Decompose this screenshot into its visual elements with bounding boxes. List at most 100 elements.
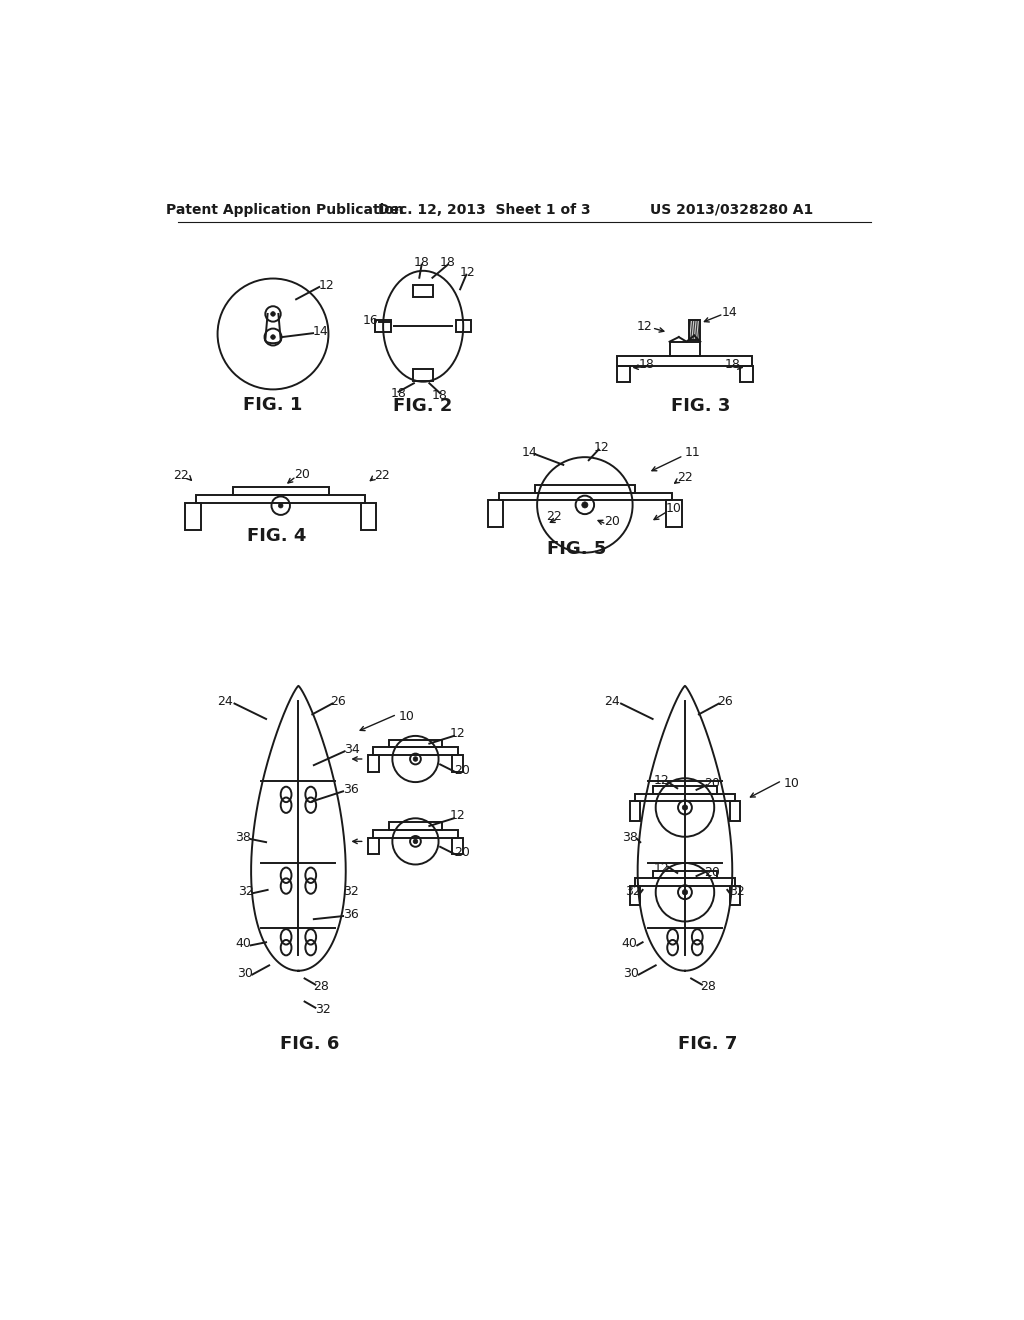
Text: 30: 30 [237,966,253,979]
Bar [376,321,391,333]
Bar [487,500,503,527]
Text: 36: 36 [343,783,358,796]
Text: 40: 40 [236,937,251,950]
Text: 12: 12 [450,727,466,741]
Circle shape [682,890,688,895]
Circle shape [270,312,275,317]
Bar [535,484,635,492]
Bar [413,285,433,297]
Bar [453,838,463,854]
Bar [730,886,740,906]
Bar [373,747,458,755]
Bar [453,755,463,772]
Text: 32: 32 [315,1003,331,1016]
Text: 18: 18 [725,358,740,371]
Text: 18: 18 [639,358,654,371]
Text: 32: 32 [729,884,745,898]
Text: 10: 10 [666,502,681,515]
Bar [689,321,699,341]
Bar [368,838,379,854]
Text: FIG. 7: FIG. 7 [678,1035,737,1053]
Text: 38: 38 [622,832,638,843]
Text: 20: 20 [294,467,310,480]
Bar [670,342,700,355]
Bar [740,367,753,381]
Text: 12: 12 [460,265,476,279]
Text: 24: 24 [217,694,233,708]
Text: 12: 12 [319,279,335,292]
Bar [630,801,640,821]
Text: 10: 10 [783,777,799,791]
Text: 18: 18 [440,256,456,269]
Bar [730,801,740,821]
Text: 28: 28 [700,979,716,993]
Text: 11: 11 [685,446,700,459]
Text: 32: 32 [625,884,640,898]
Bar [360,503,376,529]
Bar [617,355,752,367]
Text: 26: 26 [331,694,346,708]
Text: 14: 14 [722,306,737,319]
Text: 12: 12 [637,319,652,333]
Text: 22: 22 [546,510,562,523]
Text: 32: 32 [343,884,358,898]
Text: FIG. 4: FIG. 4 [247,527,306,545]
Bar [652,785,717,793]
Text: FIG. 3: FIG. 3 [671,397,730,416]
Bar [233,487,330,495]
Text: 18: 18 [414,256,429,269]
Text: 18: 18 [432,389,449,403]
Text: 20: 20 [703,866,720,879]
Circle shape [270,335,275,339]
Bar [413,368,433,381]
Text: 40: 40 [622,937,638,950]
Text: 14: 14 [521,446,538,459]
Text: Dec. 12, 2013  Sheet 1 of 3: Dec. 12, 2013 Sheet 1 of 3 [379,203,591,216]
Bar [196,495,366,503]
Text: 26: 26 [717,694,733,708]
Bar [635,878,735,886]
Bar [617,367,630,381]
Text: US 2013/0328280 A1: US 2013/0328280 A1 [649,203,813,216]
Text: 20: 20 [454,764,470,777]
Text: 20: 20 [454,846,470,859]
Bar [185,503,201,529]
Bar [388,739,442,747]
Text: 30: 30 [624,966,639,979]
Circle shape [413,756,418,762]
Text: FIG. 1: FIG. 1 [244,396,303,413]
Bar [368,755,379,772]
Text: 12: 12 [654,774,670,787]
Text: 12: 12 [450,809,466,822]
Text: 28: 28 [313,979,330,993]
Text: 12: 12 [654,862,670,875]
Text: 22: 22 [173,469,188,482]
Text: 38: 38 [236,832,251,843]
Text: 20: 20 [604,515,620,528]
Circle shape [413,840,418,843]
Bar [667,500,682,527]
Bar [456,321,471,333]
Text: 14: 14 [313,325,329,338]
Circle shape [279,503,283,508]
Bar [388,822,442,830]
Bar [630,886,640,906]
Bar [652,871,717,878]
Circle shape [582,502,588,508]
Text: 16: 16 [362,314,379,326]
Text: 20: 20 [703,777,720,791]
Text: 34: 34 [344,743,360,756]
Bar [635,793,735,801]
Text: 22: 22 [677,471,693,484]
Text: Patent Application Publication: Patent Application Publication [166,203,403,216]
Text: FIG. 6: FIG. 6 [281,1035,340,1053]
Bar [373,830,458,838]
Text: 22: 22 [375,469,390,482]
Circle shape [682,805,688,810]
Text: FIG. 5: FIG. 5 [548,540,607,558]
Text: 18: 18 [390,387,407,400]
Text: 36: 36 [343,908,358,921]
Text: 12: 12 [594,441,609,454]
Bar [499,492,672,500]
Text: 24: 24 [604,694,620,708]
